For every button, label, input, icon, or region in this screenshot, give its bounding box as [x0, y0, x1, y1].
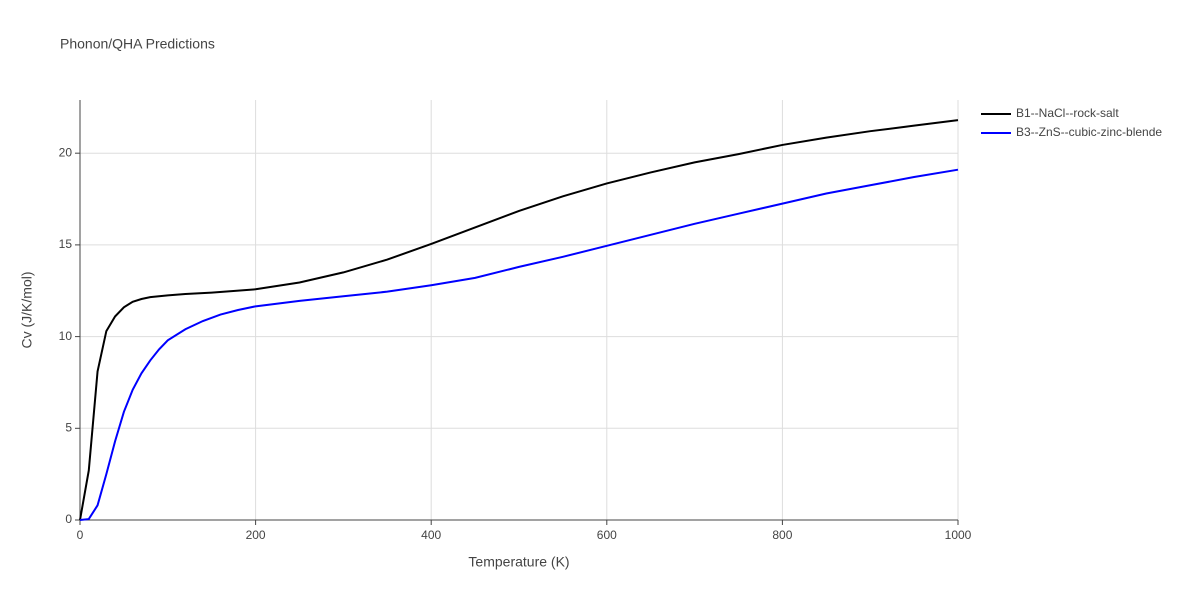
- chart-title: Phonon/QHA Predictions: [60, 36, 215, 52]
- x-tick-label: 200: [246, 528, 266, 542]
- line-series: [79, 119, 959, 521]
- y-tick-label: 10: [59, 329, 73, 343]
- x-tick-label: 600: [597, 528, 617, 542]
- x-axis-label: Temperature (K): [468, 554, 569, 570]
- legend-label: B1--NaCl--rock-salt: [1016, 106, 1119, 120]
- x-tick-label: 1000: [945, 528, 972, 542]
- x-tick-label: 0: [77, 528, 84, 542]
- y-tick-label: 0: [65, 512, 72, 526]
- line-series: [79, 168, 959, 521]
- y-tick-label: 15: [59, 237, 73, 251]
- x-tick-label: 400: [421, 528, 441, 542]
- y-axis-label: Cv (J/K/mol): [19, 272, 35, 349]
- y-tick-label: 20: [59, 145, 73, 159]
- x-tick-label: 800: [772, 528, 792, 542]
- y-tick-label: 5: [65, 420, 72, 434]
- legend: B1--NaCl--rock-salt B3--ZnS--cubic-zinc-b…: [981, 106, 1162, 139]
- plot: [79, 119, 959, 521]
- legend-label: B3--ZnS--cubic-zinc-blende: [1016, 125, 1162, 139]
- grid: 0 200 400 600 800 1000 0 5 10 15 20: [59, 100, 972, 542]
